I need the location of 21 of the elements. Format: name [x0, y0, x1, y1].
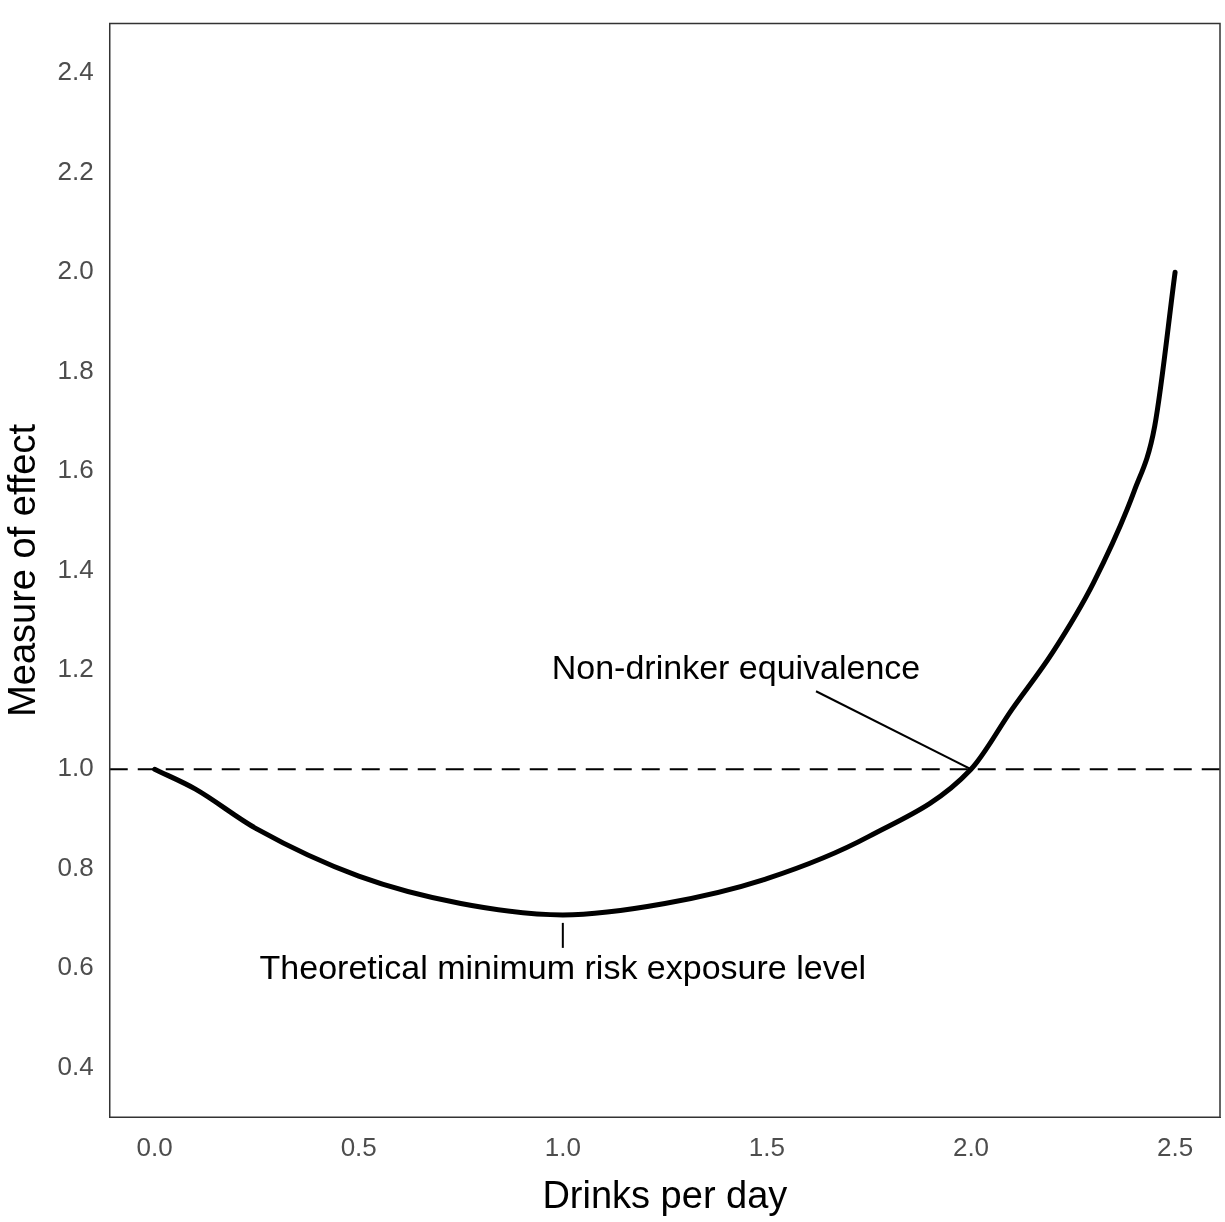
y-tick-label: 2.2 — [57, 155, 94, 186]
y-tick-label: 1.8 — [57, 354, 94, 385]
y-tick-label: 2.4 — [57, 56, 94, 87]
x-tick-label: 1.0 — [544, 1131, 581, 1162]
y-tick-label: 1.0 — [57, 752, 94, 783]
x-tick-label: 0.0 — [136, 1131, 173, 1162]
x-tick-label: 1.5 — [748, 1131, 785, 1162]
annotation: Theoretical minimum risk exposure level — [259, 948, 867, 987]
x-tick-label: 2.0 — [952, 1131, 990, 1162]
y-axis-title: Measure of effect — [1, 423, 44, 717]
x-axis-title: Drinks per day — [542, 1173, 788, 1216]
x-tick-label: 2.5 — [1157, 1131, 1194, 1162]
y-tick-label: 0.6 — [57, 951, 94, 982]
y-tick-label: 1.6 — [57, 454, 94, 485]
y-tick-label: 1.2 — [57, 652, 94, 683]
annotation: Non-drinker equivalence — [551, 647, 921, 686]
x-tick-label: 0.5 — [340, 1131, 377, 1162]
y-tick-label: 1.4 — [57, 553, 94, 584]
y-tick-label: 0.4 — [57, 1050, 94, 1081]
y-tick-label: 2.0 — [57, 255, 94, 286]
y-tick-label: 0.8 — [57, 851, 94, 882]
